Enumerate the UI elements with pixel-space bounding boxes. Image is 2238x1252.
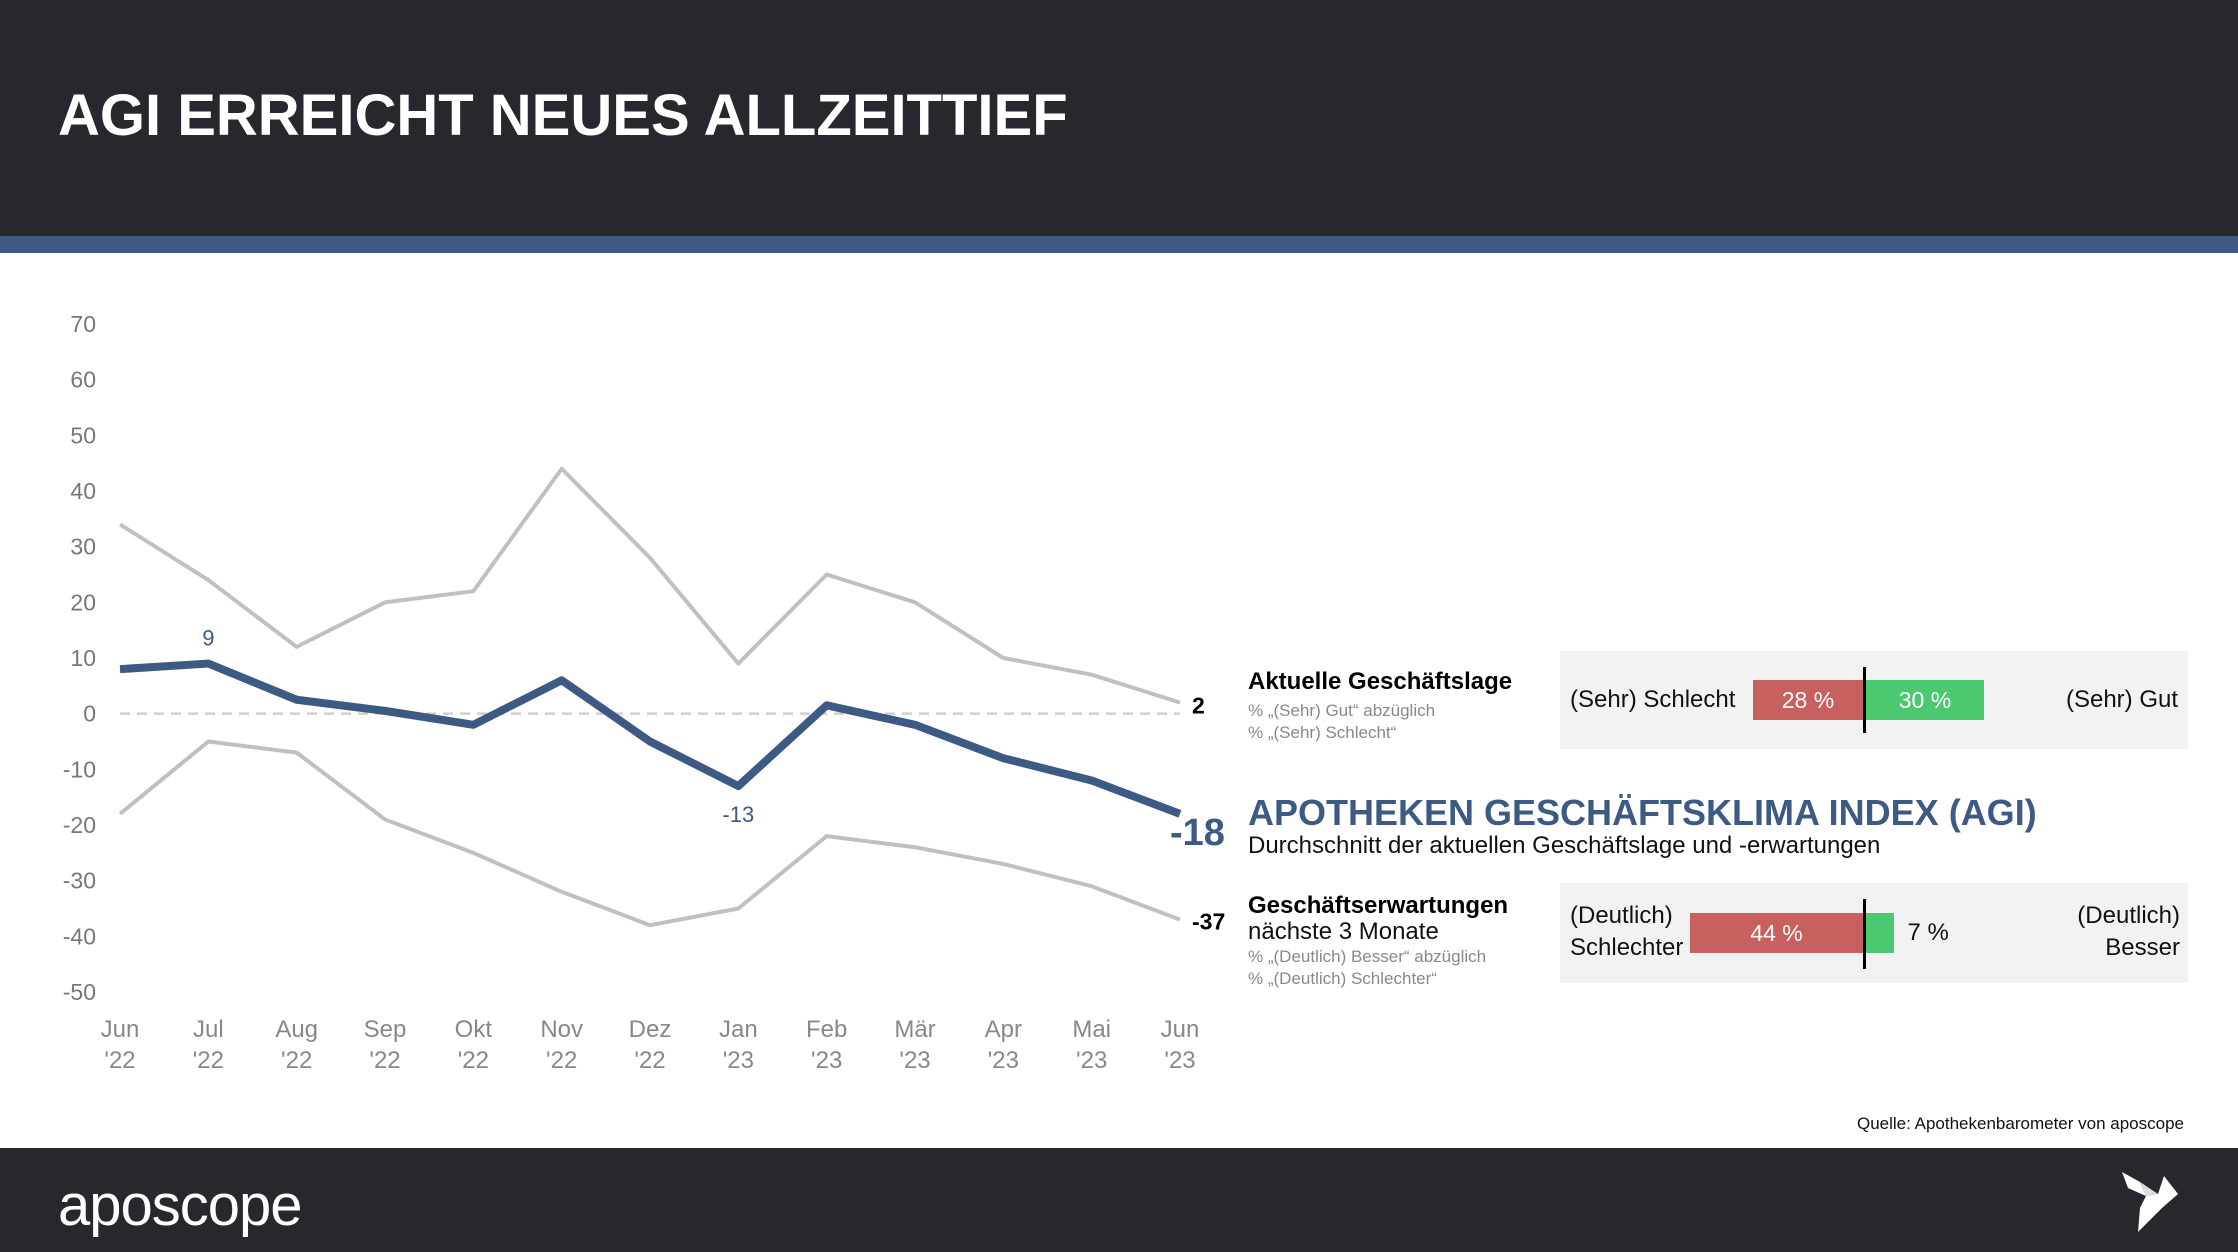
x-tick-year: '23 bbox=[723, 1047, 754, 1074]
expect-left-label-1: (Deutlich) bbox=[1570, 902, 1673, 929]
agi-subtitle: Durchschnitt der aktuellen Geschäftslage… bbox=[1248, 832, 1881, 859]
expect-left-label: (Deutlich) Schlechter bbox=[1570, 900, 1683, 964]
expect-pos-value: 7 % bbox=[1907, 919, 1949, 946]
expect-negative-bar: 44 % bbox=[1690, 913, 1863, 953]
center-divider bbox=[1863, 667, 1866, 733]
footer-bar bbox=[0, 1148, 2238, 1252]
y-tick-label: -30 bbox=[63, 868, 96, 894]
x-tick-year: '23 bbox=[1076, 1047, 1107, 1074]
x-tick-label: Mai bbox=[1072, 1016, 1111, 1043]
current-note1: % „(Sehr) Gut“ abzüglich bbox=[1248, 701, 1436, 720]
y-tick-label: -20 bbox=[63, 812, 96, 838]
origami-bird-icon bbox=[2122, 1172, 2178, 1232]
x-tick-year: '23 bbox=[1164, 1047, 1195, 1074]
x-tick-year: '22 bbox=[458, 1047, 489, 1074]
x-tick-label: Feb bbox=[806, 1016, 847, 1043]
agi-point-label: 9 bbox=[202, 626, 214, 651]
x-tick-year: '22 bbox=[634, 1047, 665, 1074]
agi-point-label: -13 bbox=[722, 802, 754, 827]
source-note: Quelle: Apothekenbarometer von aposcope bbox=[1856, 1114, 2184, 1133]
x-tick-year: '22 bbox=[369, 1047, 400, 1074]
expect-positive-bar bbox=[1866, 913, 1894, 953]
current-positive-bar: 30 % bbox=[1866, 680, 1984, 720]
x-tick-label: Jul bbox=[193, 1016, 224, 1043]
y-tick-label: 60 bbox=[70, 367, 96, 393]
x-tick-year: '22 bbox=[193, 1047, 224, 1074]
x-tick-label: Nov bbox=[540, 1016, 583, 1043]
expect-left-label-2: Schlechter bbox=[1570, 934, 1684, 961]
x-tick-year: '23 bbox=[988, 1047, 1019, 1074]
page-title: AGI ERREICHT NEUES ALLZEITTIEF bbox=[58, 83, 1068, 148]
center-divider bbox=[1863, 899, 1866, 969]
expect-title: Geschäftserwartungen bbox=[1248, 892, 1509, 919]
x-tick-label: Jun bbox=[101, 1016, 140, 1043]
expect-right-label-2: Besser bbox=[2105, 934, 2180, 961]
current-neg-value: 28 % bbox=[1781, 687, 1835, 713]
y-tick-label: 20 bbox=[70, 589, 96, 615]
x-tick-year: '22 bbox=[546, 1047, 577, 1074]
x-tick-year: '23 bbox=[899, 1047, 930, 1074]
brand-logo: aposcope bbox=[58, 1173, 303, 1238]
expect-right-label: (Deutlich) Besser bbox=[2077, 900, 2180, 964]
current-right-label: (Sehr) Gut bbox=[2065, 686, 2178, 713]
expect-bar-panel: (Deutlich) Schlechter (Deutlich) Besser 44… bbox=[1560, 883, 2188, 983]
expect-right-label-1: (Deutlich) bbox=[2077, 902, 2180, 929]
y-tick-label: -40 bbox=[63, 923, 96, 949]
x-tick-label: Sep bbox=[364, 1016, 407, 1043]
accent-stripe bbox=[0, 236, 2238, 253]
y-axis: 70 60 50 40 30 20 10 0 -10 -20 -30 -40 -50 bbox=[63, 311, 96, 1005]
current-note2: % „(Sehr) Schlecht“ bbox=[1248, 723, 1397, 742]
current-bar-panel: (Sehr) Schlecht (Sehr) Gut 28 % 30 % bbox=[1560, 651, 2188, 749]
current-title: Aktuelle Geschäftslage bbox=[1248, 668, 1513, 695]
x-tick-label: Dez bbox=[629, 1016, 672, 1043]
expectations-end-label: -37 bbox=[1192, 909, 1225, 935]
x-tick-label: Okt bbox=[455, 1016, 493, 1043]
y-tick-label: 40 bbox=[70, 478, 96, 504]
y-tick-label: 30 bbox=[70, 534, 96, 560]
current-situation-line bbox=[118, 466, 1181, 705]
y-tick-label: 0 bbox=[83, 701, 96, 727]
x-tick-label: Jan bbox=[719, 1016, 758, 1043]
x-tick-label: Apr bbox=[985, 1016, 1022, 1043]
expect-neg-value: 44 % bbox=[1750, 920, 1803, 946]
y-tick-label: 70 bbox=[70, 311, 96, 337]
agi-title: APOTHEKEN GESCHÄFTSKLIMA INDEX (AGI) bbox=[1248, 792, 2037, 833]
current-end-label: 2 bbox=[1192, 693, 1205, 719]
x-tick-year: '22 bbox=[104, 1047, 135, 1074]
x-tick-label: Mär bbox=[894, 1016, 935, 1043]
x-tick-year: '22 bbox=[281, 1047, 312, 1074]
y-tick-label: 10 bbox=[70, 645, 96, 671]
y-tick-label: 50 bbox=[70, 422, 96, 448]
current-pos-value: 30 % bbox=[1898, 687, 1952, 713]
x-axis: Jun '22 Jul '22 Aug '22 Sep '22 Okt '22 Nov '22 Dez '… bbox=[101, 1016, 1200, 1074]
expect-note2: % „(Deutlich) Schlechter“ bbox=[1248, 969, 1437, 988]
expect-subtitle: nächste 3 Monate bbox=[1248, 918, 1439, 945]
agi-end-label: -18 bbox=[1170, 812, 1225, 854]
expect-note1: % „(Deutlich) Besser“ abzüglich bbox=[1248, 947, 1487, 966]
x-tick-year: '23 bbox=[811, 1047, 842, 1074]
header-bar bbox=[0, 0, 2238, 236]
current-negative-bar: 28 % bbox=[1752, 680, 1863, 720]
y-tick-label: -10 bbox=[63, 756, 96, 782]
x-tick-label: Jun bbox=[1161, 1016, 1200, 1043]
x-tick-label: Aug bbox=[275, 1016, 318, 1043]
line-chart: 70 60 50 40 30 20 10 0 -10 -20 -30 -40 -50 Jun '22 Jul… bbox=[63, 311, 1226, 1074]
current-left-label: (Sehr) Schlecht bbox=[1570, 686, 1736, 713]
y-tick-label: -50 bbox=[63, 979, 96, 1005]
agi-line bbox=[119, 659, 1182, 818]
expectations-line bbox=[118, 739, 1181, 928]
